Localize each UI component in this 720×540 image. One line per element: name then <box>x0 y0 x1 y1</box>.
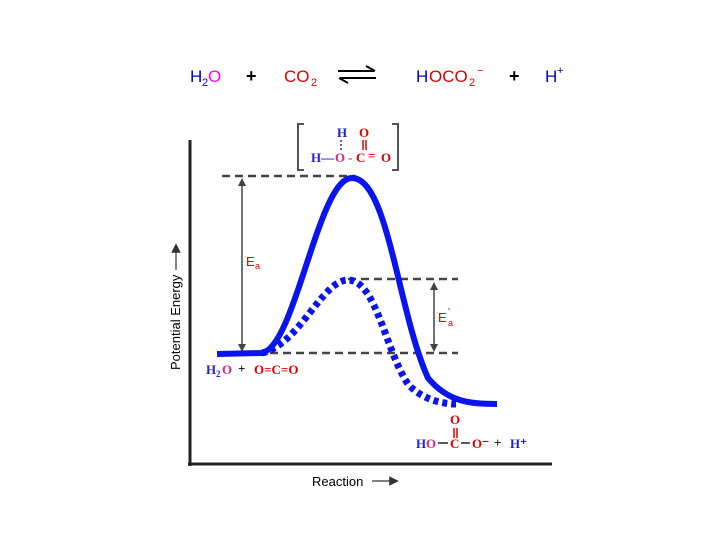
ts-h-top: H <box>337 125 347 140</box>
product-o-top: O <box>450 412 460 427</box>
ts-o-right: O <box>381 150 391 165</box>
product-h-plus: H⁺ <box>510 436 527 451</box>
reactant-h2o-sub: 2 <box>216 369 221 379</box>
ts-dash: - <box>348 150 352 165</box>
h2o-h: H <box>190 67 202 86</box>
x-axis-label: Reaction <box>312 474 363 489</box>
hoco2-h: H <box>416 67 428 86</box>
hoco2-charge: − <box>477 65 483 77</box>
ts-h-left: H— <box>311 150 335 165</box>
uncatalyzed-curve <box>216 174 498 407</box>
products-structure: O H O C O⁻ + H⁺ <box>416 412 527 451</box>
product-o: O <box>426 436 436 451</box>
catalyzed-curve <box>260 276 457 408</box>
ts-c: C <box>356 150 365 165</box>
reactant-h2o-h: H <box>206 362 216 377</box>
h2o-o: O <box>208 67 221 86</box>
reactant-co2: O=C=O <box>254 362 298 377</box>
ea-prime-label: E <box>438 310 447 325</box>
ts-eq: = <box>368 148 375 163</box>
hoco2-oco: OCO <box>429 67 468 86</box>
ea-prime-arrow <box>430 282 438 352</box>
ts-o-top: O <box>359 125 369 140</box>
y-axis-label-group: Potential Energy <box>168 243 183 370</box>
co2-text: CO <box>284 67 310 86</box>
ea-label: E <box>246 254 255 269</box>
left-bracket <box>297 123 304 171</box>
ea-arrow <box>238 178 246 352</box>
ea-sub: a <box>255 261 260 271</box>
reactant-h2o-o: O <box>222 362 232 377</box>
reactant-plus: + <box>238 361 245 376</box>
axes <box>188 140 552 466</box>
proton-charge: + <box>557 65 563 77</box>
transition-state: H H— O - C = O O <box>297 123 399 171</box>
product-o-minus: O⁻ <box>472 436 489 451</box>
reactants-structure: H 2 O + O=C=O <box>206 361 298 379</box>
reference-lines <box>222 174 458 355</box>
reaction-equation: H 2 O + CO 2 H OCO 2 − + H + <box>190 65 563 89</box>
ea-prime-mark: ' <box>448 307 450 318</box>
hoco2-sub: 2 <box>469 77 475 89</box>
co2-sub: 2 <box>311 77 317 89</box>
proton-h: H <box>545 67 557 86</box>
ts-o-bonded: O <box>335 150 345 165</box>
product-h: H <box>416 436 426 451</box>
ea-prime-sub: a <box>448 318 453 328</box>
plus-sign-1: + <box>246 66 257 86</box>
product-plus: + <box>494 435 501 450</box>
equilibrium-arrow-icon <box>338 65 376 84</box>
h2o-sub: 2 <box>202 77 208 89</box>
product-c: C <box>450 436 459 451</box>
right-bracket <box>392 123 399 171</box>
y-axis-label: Potential Energy <box>168 274 183 370</box>
plus-sign-2: + <box>509 66 520 86</box>
